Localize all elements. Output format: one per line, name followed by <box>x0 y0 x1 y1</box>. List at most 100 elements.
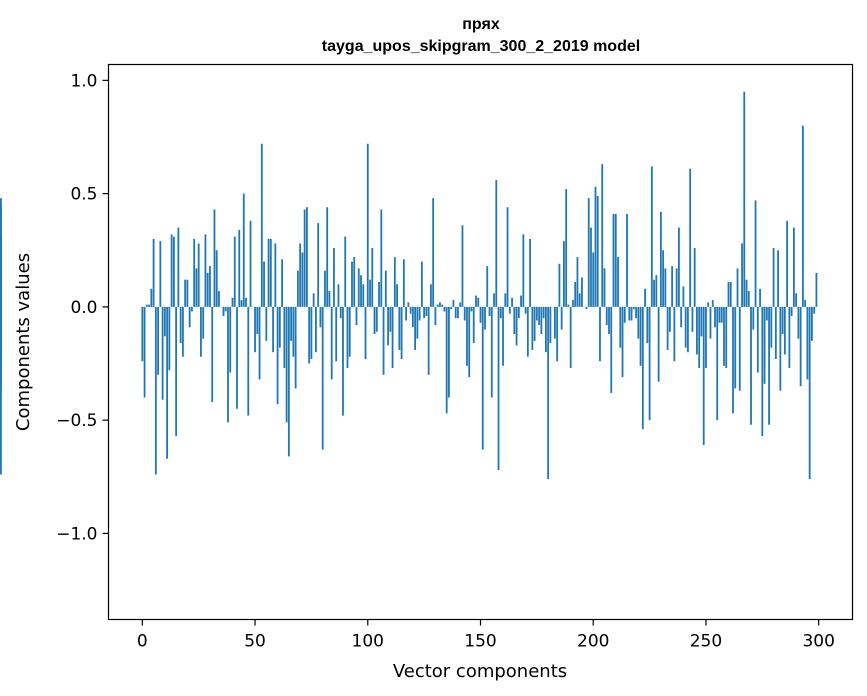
bar-component-237 <box>675 268 678 307</box>
bar-component-175 <box>535 306 538 321</box>
bar-component-158 <box>497 306 500 470</box>
bar-component-289 <box>792 227 795 307</box>
bar-component-141 <box>459 302 462 307</box>
bar-component-119 <box>409 306 412 314</box>
bar-component-146 <box>470 306 473 312</box>
bar-component-125 <box>423 306 426 319</box>
bar-component-18 <box>182 306 184 357</box>
bar-component-64 <box>285 306 288 423</box>
bar-component-275 <box>761 306 764 437</box>
bar-component-217 <box>630 306 633 321</box>
bar-component-181 <box>549 306 552 344</box>
bar-component-273 <box>756 306 759 373</box>
bar-component-206 <box>605 306 608 326</box>
bar-component-210 <box>614 214 617 307</box>
bar-component-297 <box>811 306 813 341</box>
bar-component-63 <box>283 306 286 369</box>
bar-component-115 <box>400 306 403 359</box>
bar-component-160 <box>502 306 504 366</box>
bar-component-204 <box>601 164 604 307</box>
bar-component-213 <box>621 306 624 378</box>
bar-component-81 <box>324 270 326 307</box>
bar-component-219 <box>635 306 637 319</box>
bar-component-191 <box>572 300 574 307</box>
bar-component-11 <box>166 306 169 459</box>
bar-component-95 <box>355 306 358 326</box>
bar-component-135 <box>445 306 448 414</box>
bar-component-186 <box>560 306 563 330</box>
bar-component-256 <box>718 306 721 323</box>
chart-subtitle: tayga_upos_skipgram_300_2_2019 model <box>322 38 640 55</box>
bar-component-39 <box>229 306 232 373</box>
bar-component-174 <box>533 306 536 341</box>
x-tick-label: 50 <box>244 632 266 652</box>
y-axis-ticks: −1.0 −0.5 0.0 0.5 1.0 <box>56 71 109 544</box>
bar-component-36 <box>222 306 225 316</box>
bar-component-192 <box>574 281 577 307</box>
bar-component-97 <box>360 275 362 307</box>
bar-component-277 <box>765 306 768 321</box>
bar-component-61 <box>278 306 281 348</box>
bar-component-262 <box>732 306 734 414</box>
bar-component-230 <box>659 211 662 307</box>
bar-component-153 <box>486 266 489 307</box>
bar-component-155 <box>490 306 493 398</box>
bar-component-281 <box>774 306 777 359</box>
bar-component-220 <box>637 306 640 339</box>
bar-component-255 <box>716 306 719 421</box>
x-tick-label: 0 <box>137 632 148 652</box>
bar-component-193 <box>576 257 579 307</box>
bar-component-288 <box>790 306 793 316</box>
bar-component-200 <box>592 252 595 307</box>
bar-component-156 <box>493 293 495 307</box>
bar-component-291 <box>797 306 800 339</box>
y-tick-label: 0.5 <box>70 185 97 205</box>
bar-component-10 <box>163 306 166 337</box>
bar-component-171 <box>526 306 529 357</box>
bar-component-16 <box>177 227 180 307</box>
bar-component-110 <box>389 306 392 332</box>
bar-component-298 <box>813 306 816 314</box>
bar-component-94 <box>353 257 356 307</box>
bar-component-31 <box>211 306 214 403</box>
bar-component-108 <box>384 270 387 307</box>
bar-component-228 <box>655 275 658 307</box>
bar-component-222 <box>641 306 644 430</box>
x-axis-ticks: 0 50 100 150 200 250 300 <box>137 619 835 652</box>
bar-component-236 <box>673 306 676 362</box>
bar-component-142 <box>461 225 464 307</box>
bar-component-224 <box>646 306 649 344</box>
bar-component-1 <box>143 306 146 398</box>
bar-component-149 <box>477 297 480 307</box>
bar-component-0 <box>141 306 144 362</box>
bar-component-223 <box>644 288 646 307</box>
bar-component-62 <box>281 259 283 307</box>
bar-component-292 <box>799 306 802 387</box>
bar-component-102 <box>371 247 374 307</box>
bar-component-58 <box>272 306 274 353</box>
bar-component-37 <box>224 306 227 312</box>
bar-component-229 <box>657 306 660 382</box>
bar-component-269 <box>747 291 750 307</box>
bar-component-114 <box>398 306 401 350</box>
bar-component-92 <box>348 306 351 357</box>
bar-component-173 <box>531 306 534 350</box>
bar-component-180 <box>547 306 550 480</box>
bar-component-112 <box>393 257 396 307</box>
bar-component-50 <box>254 306 256 353</box>
bar-component-159 <box>499 306 502 319</box>
bar-component-169 <box>522 234 525 307</box>
bar-component-271 <box>752 306 755 330</box>
bar-component-197 <box>585 306 588 310</box>
bar-component-26 <box>200 306 202 357</box>
bar-component-260 <box>727 281 730 307</box>
bar-component-27 <box>202 306 205 339</box>
bar-component-116 <box>402 259 405 307</box>
bar-component-168 <box>520 295 522 307</box>
bar-component-29 <box>206 272 209 307</box>
bar-component-243 <box>689 168 692 307</box>
bar-component-274 <box>759 288 761 307</box>
bar-component-286 <box>786 220 789 307</box>
bar-component-293 <box>802 125 804 307</box>
bar-component-131 <box>436 304 439 307</box>
